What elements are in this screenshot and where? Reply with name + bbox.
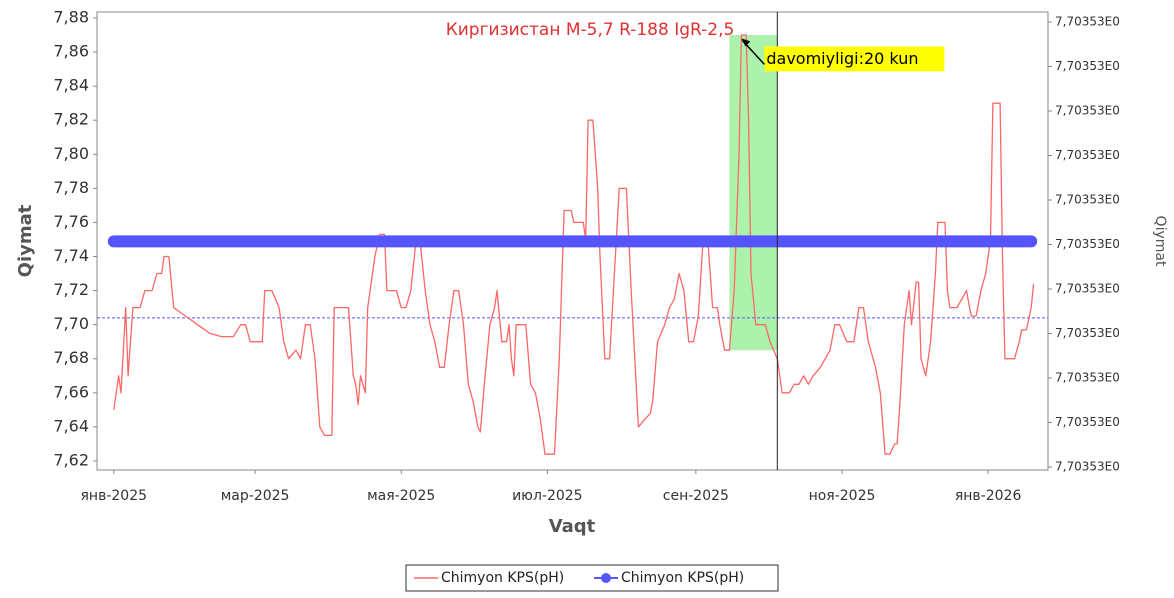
y2-tick-label: 7,70353E0: [1055, 415, 1120, 429]
y2-tick-label: 7,70353E0: [1055, 104, 1120, 118]
series-line: [113, 34, 1035, 455]
legend-label: Chimyon KPS(pH): [441, 570, 564, 586]
chart-title: Киргизистан M-5,7 R-188 IgR-2,5: [446, 20, 735, 40]
x-tick-label: янв-2025: [81, 488, 148, 504]
y2-tick-label: 7,70353E0: [1055, 326, 1120, 340]
y-tick-label: 7,76: [53, 212, 89, 231]
annotation-arrowhead: [741, 38, 751, 47]
y-tick-label: 7,64: [53, 416, 89, 435]
y2-tick-label: 7,70353E0: [1055, 15, 1120, 29]
y-tick-label: 7,68: [53, 348, 89, 367]
y2-tick-label: 7,70353E0: [1055, 148, 1120, 162]
x-tick-label: сен-2025: [663, 488, 729, 504]
x-tick-label: ноя-2025: [809, 488, 876, 504]
y-tick-label: 7,82: [53, 110, 89, 129]
y-axis-label: Qiymat: [15, 204, 36, 277]
y-tick-label: 7,80: [53, 144, 89, 163]
y-tick-label: 7,88: [53, 7, 89, 26]
y2-tick-label: 7,70353E0: [1055, 282, 1120, 296]
y2-tick-label: 7,70353E0: [1055, 460, 1120, 474]
y2-tick-label: 7,70353E0: [1055, 371, 1120, 385]
x-tick-label: янв-2026: [955, 488, 1022, 504]
y2-tick-label: 7,70353E0: [1055, 193, 1120, 207]
x-tick-label: мая-2025: [367, 488, 435, 504]
y-tick-label: 7,62: [53, 450, 89, 469]
annotation-box: [764, 46, 945, 72]
y-tick-label: 7,84: [53, 76, 89, 95]
y-tick-label: 7,78: [53, 178, 89, 197]
y-tick-label: 7,66: [53, 382, 89, 401]
y-tick-label: 7,86: [53, 42, 89, 61]
x-axis-label: Vaqt: [549, 516, 596, 537]
legend-marker: [601, 573, 611, 583]
x-tick-label: июл-2025: [512, 488, 583, 504]
legend: [405, 564, 779, 592]
y-tick-label: 7,72: [53, 280, 89, 299]
x-tick-label: мар-2025: [221, 488, 290, 504]
y-tick-label: 7,74: [53, 246, 89, 265]
y2-tick-label: 7,70353E0: [1055, 59, 1120, 73]
legend-label: Chimyon KPS(pH): [621, 570, 744, 586]
annotation-text: davomiyligi:20 kun: [766, 49, 918, 68]
y-tick-label: 7,70: [53, 314, 89, 333]
y2-axis-label: Qiymat: [1152, 216, 1168, 267]
y2-tick-label: 7,70353E0: [1055, 237, 1120, 251]
